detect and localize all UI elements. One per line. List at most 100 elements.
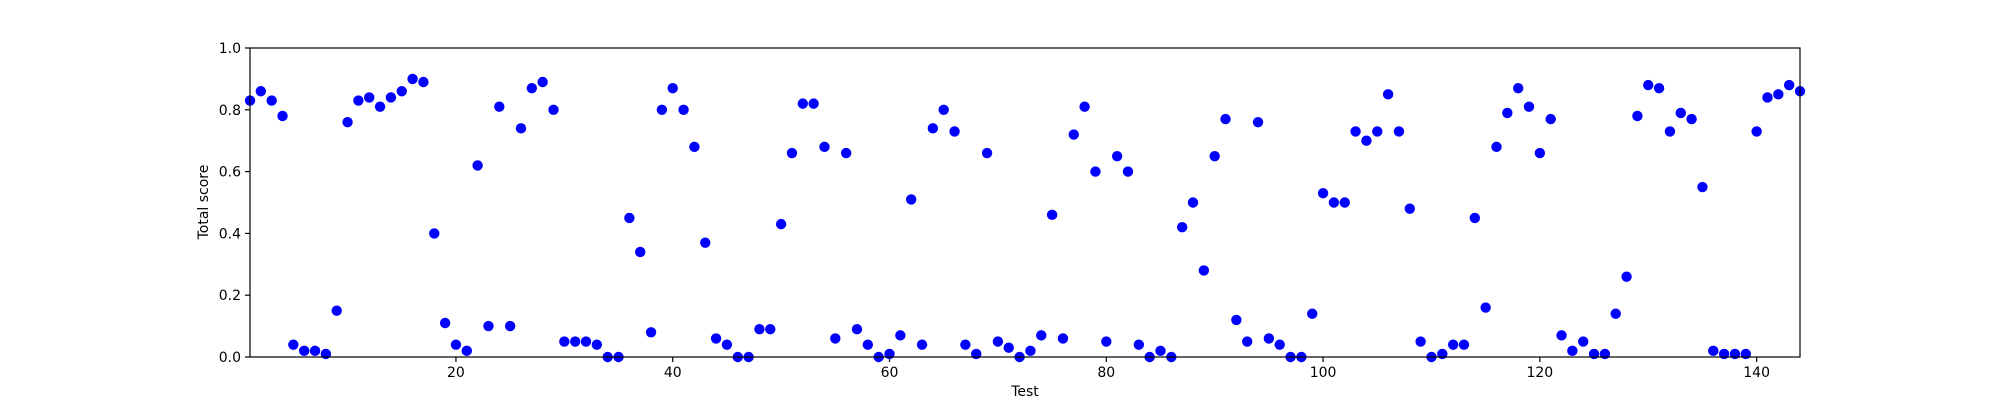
data-point [1512,82,1524,94]
data-point [710,333,722,344]
data-point [1057,333,1069,344]
y-tick-label: 0.0 [219,350,241,366]
data-point [1209,150,1220,162]
data-point [353,95,364,106]
data-point [645,327,657,338]
data-point [635,246,646,258]
data-point [461,345,472,357]
data-point [1111,150,1123,162]
y-tick-label: 0.2 [219,288,241,304]
x-tick-label: 140 [1743,365,1770,381]
data-point [1176,222,1188,233]
data-point [1187,197,1199,208]
data-point [407,73,418,85]
data-point [992,336,1004,347]
data-point [364,92,375,103]
x-axis-label: Test [1010,384,1039,400]
data-point [819,141,830,153]
data-point [927,123,939,134]
data-point [266,95,277,106]
data-point [754,323,765,335]
data-point [1122,166,1134,177]
data-point [1307,308,1318,319]
data-point [1751,126,1762,137]
data-point [1480,302,1491,313]
plot-area-frame [249,47,1801,358]
data-point [1708,345,1719,357]
data-point [537,76,548,88]
data-point [700,237,711,248]
data-point [1046,209,1058,221]
data-point [1361,135,1372,146]
data-point [1339,197,1350,208]
data-point [1090,166,1101,177]
data-point [342,116,353,128]
x-tick-label: 20 [447,365,465,381]
data-point [494,101,505,112]
data-point [830,333,841,344]
data-point [938,104,949,116]
data-point [667,82,678,94]
data-point [1317,188,1329,199]
data-point [1545,113,1556,125]
data-point [309,345,321,357]
data-point [1036,330,1047,341]
data-point [1372,126,1383,137]
data-point [1415,336,1426,347]
data-point [526,82,538,94]
data-point [765,323,776,335]
data-point [656,104,668,116]
data-point [483,320,494,332]
x-tick-label: 100 [1310,365,1337,381]
data-point [851,323,863,335]
data-point [1328,197,1340,208]
data-point [1773,89,1784,100]
data-point [559,336,570,347]
data-point [1458,339,1470,350]
data-point [1783,79,1795,91]
data-point [1534,147,1546,159]
x-tick-label: 80 [1097,365,1115,381]
data-point [1003,342,1014,353]
data-point [1523,101,1535,112]
data-point [255,86,267,97]
y-tick-label: 0.4 [219,226,241,242]
data-point [418,76,429,88]
data-point [1610,308,1621,319]
data-point [981,147,993,159]
data-point [1664,126,1676,137]
data-point [905,194,917,205]
data-point [1155,345,1166,357]
data-point [1697,181,1708,193]
data-point [591,339,603,350]
data-point [916,339,928,350]
data-point [960,339,971,350]
data-point [1025,345,1036,357]
data-point [1643,79,1654,91]
data-point [1393,126,1405,137]
data-point [450,339,462,350]
data-point [1263,333,1275,344]
data-point [374,101,386,112]
data-point [678,104,689,116]
data-point [721,339,733,350]
data-point [1578,336,1589,347]
data-point [797,98,808,109]
data-point [1686,113,1697,125]
data-point [1101,336,1112,347]
data-point [689,141,700,153]
x-tick-label: 40 [664,365,682,381]
data-point [472,160,483,171]
data-point [385,92,397,103]
data-point [624,212,635,224]
data-point [580,336,592,347]
data-points-layer [244,73,1806,363]
data-point [1252,116,1264,128]
data-point [1068,129,1079,140]
data-point [429,228,440,239]
data-point [439,317,451,329]
data-point [569,336,581,347]
data-point [949,126,960,137]
